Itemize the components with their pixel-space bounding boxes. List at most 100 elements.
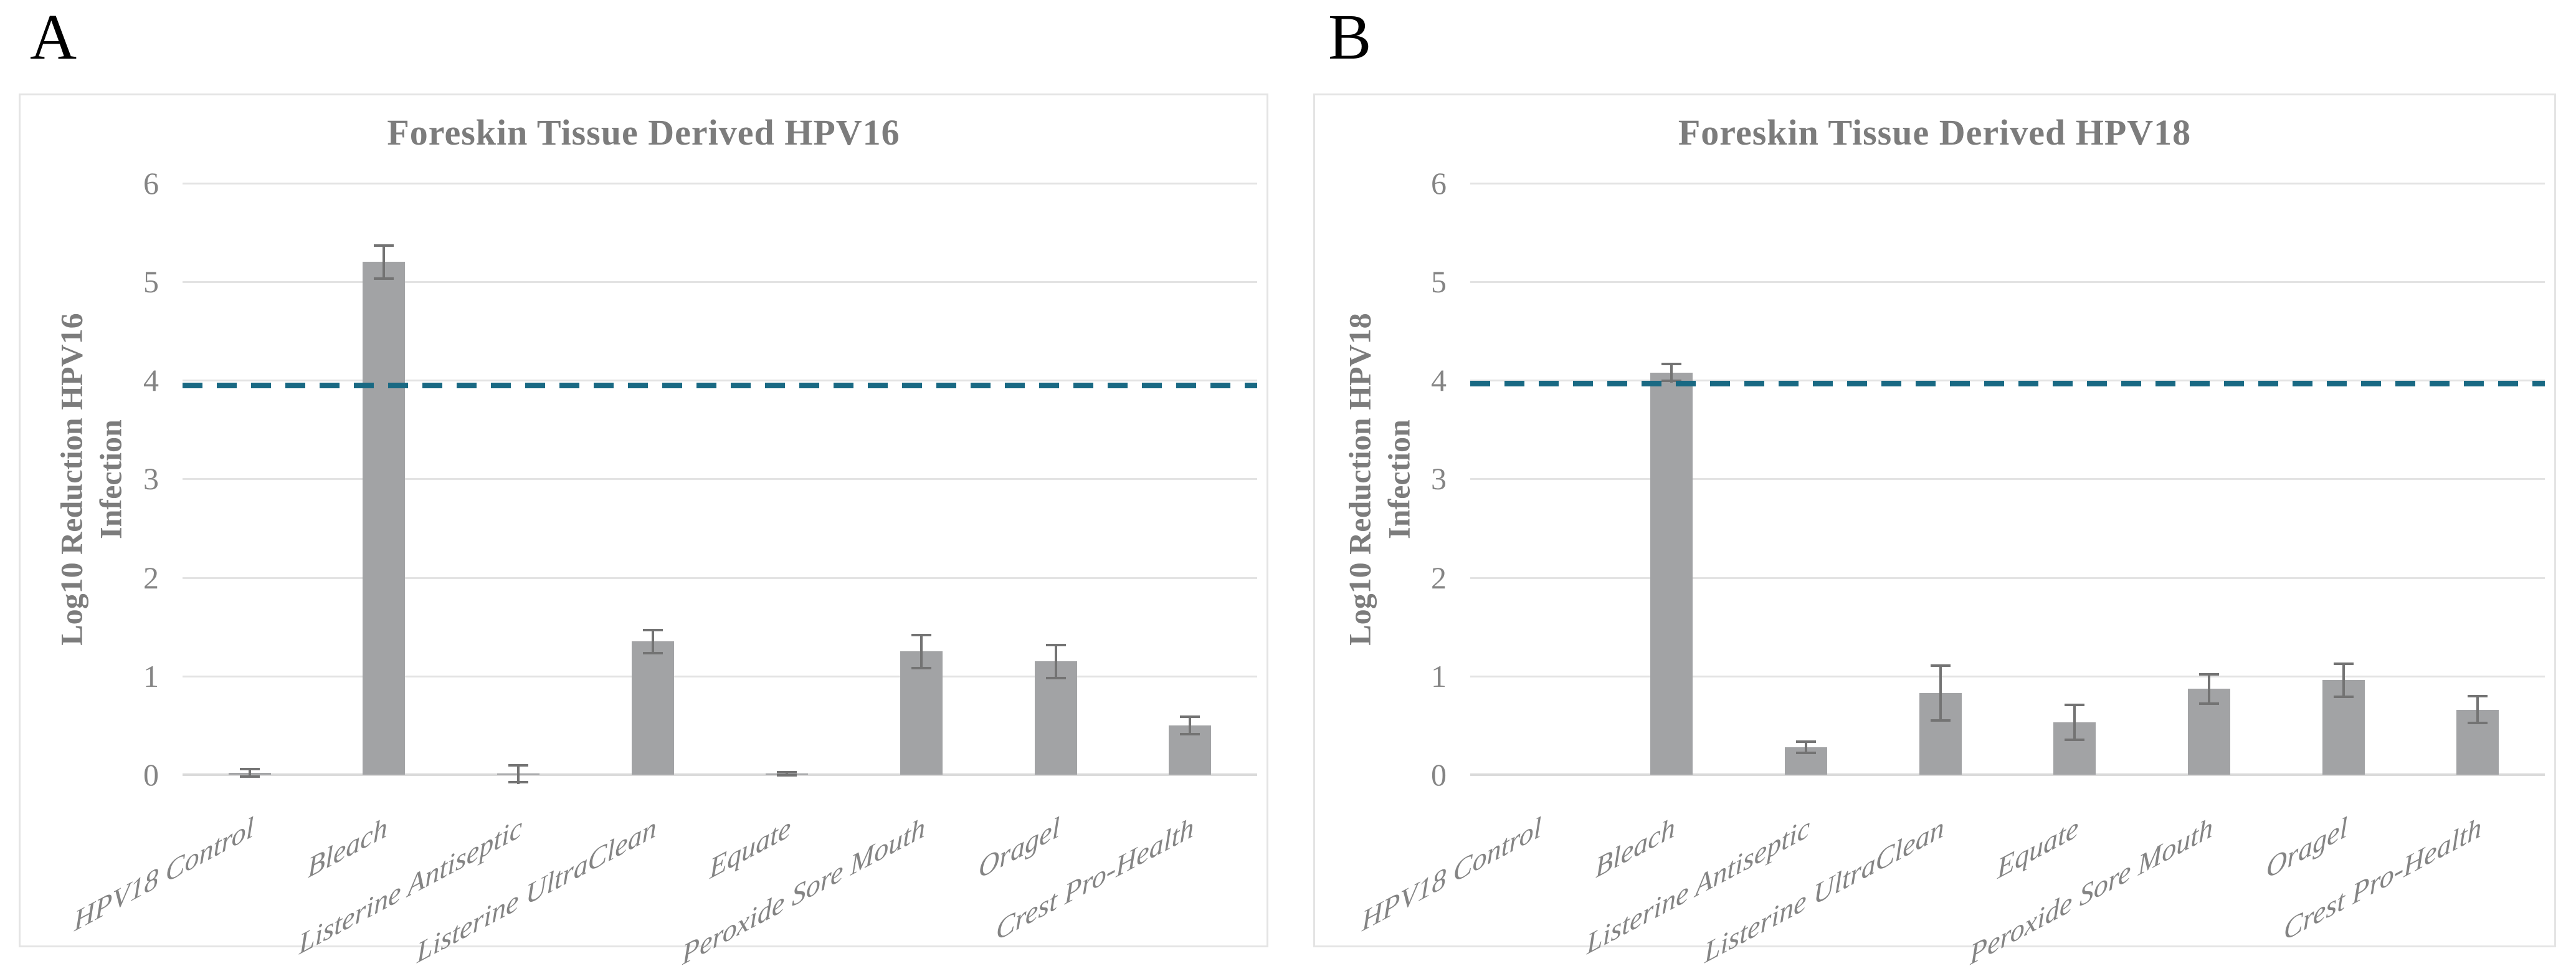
error-bar [383,244,385,280]
x-category-label: Peroxide Sore Mouth [682,810,925,971]
x-category-label: Listerine Antiseptic [1586,810,1810,961]
y-tick-label: 1 [143,659,159,694]
error-bar [2208,673,2210,705]
y-tick-label: 5 [143,264,159,299]
y-tick-label: 3 [143,461,159,496]
error-bar-cap-bottom [1931,719,1951,722]
y-tick-label: 2 [143,560,159,595]
gridline [1470,380,2545,381]
gridline [1470,478,2545,480]
y-tick-label: 0 [1431,757,1447,792]
gridline [1470,281,2545,283]
error-bar-cap-bottom [374,277,394,280]
y-tick-label: 1 [1431,659,1447,694]
y-tick-label: 0 [143,757,159,792]
error-bar-cap-top [2468,695,2488,697]
gridline [183,577,1257,579]
error-bar-cap-top [508,764,528,767]
error-bar [2073,704,2076,741]
error-bar-cap-bottom [1046,677,1066,679]
y-tick-label: 2 [1431,560,1447,595]
x-category-label: Listerine Antiseptic [298,810,522,961]
gridline [183,183,1257,184]
x-axis-line [183,773,1257,776]
error-bar [249,768,251,778]
error-bar-cap-bottom [2334,696,2354,698]
error-bar [2342,662,2345,698]
error-bar-cap-bottom [1796,752,1816,754]
error-bar-cap-bottom [2065,739,2084,741]
x-category-label: Bleach [308,810,387,884]
error-bar [1189,715,1191,735]
error-bar-cap-top [374,244,394,247]
error-bar [1055,644,1057,679]
error-bar-cap-top [643,629,663,631]
y-tick-label: 5 [1431,264,1447,299]
error-bar-cap-top [777,771,797,773]
error-bar [920,634,923,669]
x-category-label: Equate [709,810,791,886]
x-category-label: Bleach [1595,810,1675,884]
error-bar-cap-bottom [643,652,663,654]
chart-panel-hpv16: Foreskin Tissue Derived HPV16 Log10 Redu… [19,93,1268,971]
error-bar-cap-top [1931,664,1951,667]
x-category-label: Listerine UltraClean [417,810,657,970]
error-bar-cap-bottom [240,775,260,778]
chart-panel-hpv18: Foreskin Tissue Derived HPV18 Log10 Redu… [1313,93,2556,971]
error-bar-cap-top [911,634,931,636]
gridline [1470,183,2545,184]
gridline [1470,676,2545,677]
gridline [1470,577,2545,579]
error-bar-cap-top [2334,662,2354,665]
gridline [183,281,1257,283]
error-bar-cap-top [2199,673,2219,676]
chart-title: Foreskin Tissue Derived HPV18 [1678,112,2192,153]
error-bar [517,764,520,784]
gridline [183,478,1257,480]
error-bar-cap-bottom [777,774,797,777]
error-bar [1939,664,1942,722]
x-axis-line [1470,773,2545,776]
y-tick-label: 4 [1431,363,1447,398]
error-bar-cap-top [1180,715,1200,718]
error-bar [652,629,654,654]
panel-letter-b: B [1328,1,1372,73]
panel-letter-a: A [30,1,77,73]
gridline [183,676,1257,677]
x-category-label: Oragel [978,810,1060,886]
error-bar-cap-top [1796,740,1816,743]
error-bar-cap-top [1046,644,1066,646]
bar [1650,373,1693,775]
error-bar-cap-bottom [1180,733,1200,735]
error-bar-cap-top [1661,363,1681,365]
x-category-label: Oragel [2266,810,2347,886]
error-bar-cap-top [240,768,260,770]
x-category-label: HPV18 Control [74,810,254,938]
x-category-label: Equate [1997,810,2078,886]
error-bar-cap-bottom [508,781,528,783]
threshold-dashed-line [183,383,1257,388]
y-tick-label: 4 [143,363,159,398]
bar [1035,661,1077,775]
error-bar [1670,363,1673,383]
error-bar-cap-top [2065,704,2084,706]
threshold-dashed-line [1470,381,2545,386]
bar [900,651,943,775]
y-tick-label: 6 [1431,166,1447,201]
error-bar [786,771,788,777]
error-bar-cap-bottom [911,667,931,669]
error-bar-cap-bottom [2468,722,2488,724]
error-bar [2476,695,2479,724]
error-bar-cap-bottom [2199,702,2219,705]
y-tick-label: 6 [143,166,159,201]
error-bar [1805,740,1807,754]
bar [632,641,674,775]
x-category-label: Peroxide Sore Mouth [1969,810,2213,971]
gridline [183,380,1257,381]
bar [363,262,405,775]
x-category-label: Listerine UltraClean [1704,810,1944,970]
x-category-label: HPV18 Control [1361,810,1541,938]
chart-title: Foreskin Tissue Derived HPV16 [387,112,900,153]
y-tick-label: 3 [1431,461,1447,496]
